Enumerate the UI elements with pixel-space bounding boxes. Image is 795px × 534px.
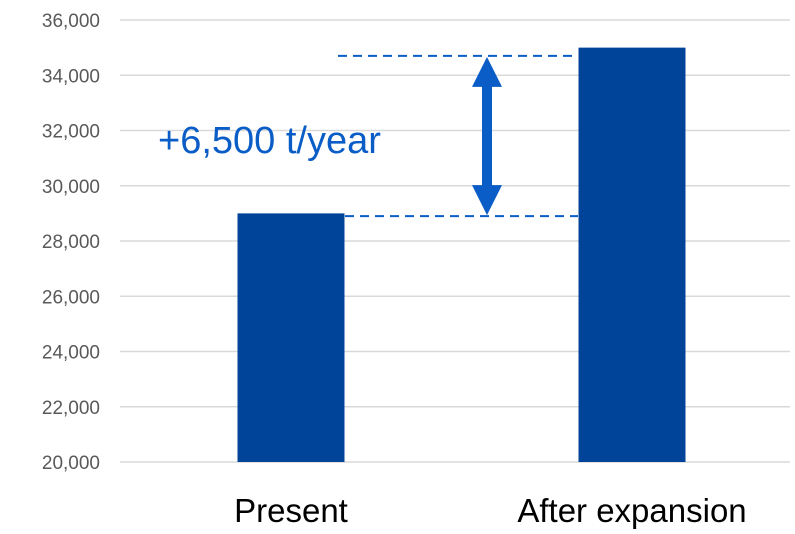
bar-present	[237, 213, 345, 462]
y-tick-label: 22,000	[42, 398, 100, 419]
x-category-label: After expansion	[517, 492, 746, 529]
y-tick-label: 36,000	[42, 11, 100, 32]
y-tick-label: 30,000	[42, 177, 100, 198]
y-axis: 20,000 22,000 24,000 26,000 28,000 30,000 32,0…	[42, 11, 100, 474]
y-tick-label: 24,000	[42, 343, 100, 364]
difference-annotation: +6,500 t/year	[158, 54, 578, 218]
y-tick-label: 28,000	[42, 232, 100, 253]
annotation-label: +6,500 t/year	[158, 120, 381, 162]
bar-after-expansion	[578, 47, 686, 462]
y-tick-label: 20,000	[42, 453, 100, 474]
y-tick-label: 26,000	[42, 287, 100, 308]
y-tick-label: 34,000	[42, 66, 100, 87]
x-axis: Present After expansion	[234, 492, 747, 529]
gridlines	[120, 19, 790, 463]
y-tick-label: 32,000	[42, 122, 100, 143]
x-category-label: Present	[234, 492, 348, 529]
bars	[237, 47, 686, 462]
